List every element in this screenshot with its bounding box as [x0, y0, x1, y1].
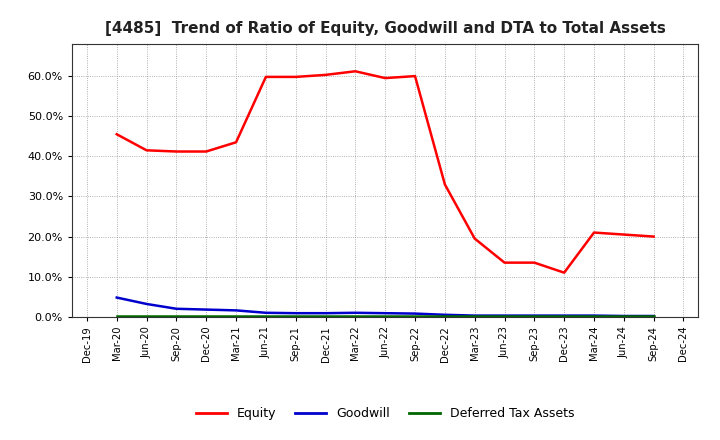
Title: [4485]  Trend of Ratio of Equity, Goodwill and DTA to Total Assets: [4485] Trend of Ratio of Equity, Goodwil… [105, 21, 665, 36]
Legend: Equity, Goodwill, Deferred Tax Assets: Equity, Goodwill, Deferred Tax Assets [191, 402, 580, 425]
